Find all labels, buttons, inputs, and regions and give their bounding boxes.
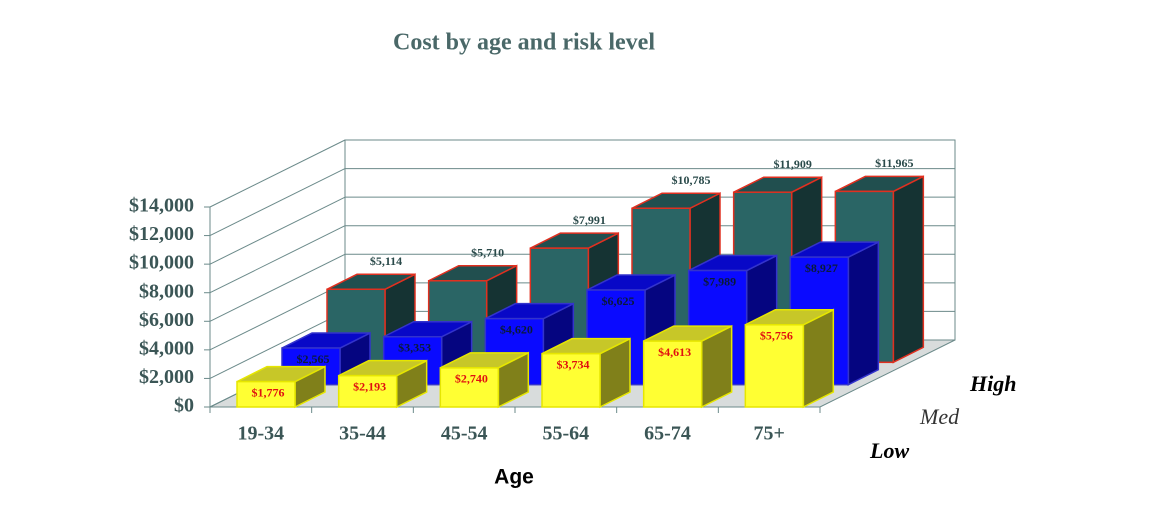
value-label: $2,565 [297, 352, 330, 366]
bar [337, 374, 398, 408]
series-label: Low [869, 438, 909, 463]
value-label: $4,613 [658, 345, 691, 359]
grid-line [209, 196, 346, 265]
grid-line [209, 168, 346, 237]
bar [642, 340, 703, 408]
value-label: $10,785 [672, 173, 711, 187]
value-label: $5,114 [370, 254, 402, 268]
grid-line [209, 225, 346, 294]
y-tick-label: $12,000 [129, 223, 194, 245]
x-tick-label: 75+ [753, 423, 784, 445]
value-label: $1,776 [252, 385, 285, 399]
y-tick-label: $10,000 [129, 252, 194, 274]
series-label: Med [919, 404, 960, 429]
value-label: $7,989 [703, 274, 736, 288]
x-tick-label: 35-44 [339, 423, 386, 445]
y-tick-label: $8,000 [139, 280, 194, 302]
y-tick-label: $14,000 [129, 195, 194, 217]
grid-line [209, 310, 346, 379]
value-label: $8,927 [805, 261, 838, 275]
bar [236, 380, 296, 408]
bar-side [802, 308, 835, 409]
y-tick-label: $0 [174, 395, 194, 417]
y-tick-label: $4,000 [139, 337, 194, 359]
y-tick-label: $2,000 [139, 366, 194, 388]
value-label: $11,909 [773, 157, 811, 171]
bar-side [892, 175, 925, 364]
value-label: $5,756 [760, 329, 793, 343]
y-tick-label: $6,000 [139, 309, 194, 331]
value-label: $5,710 [471, 246, 504, 260]
bar [744, 324, 805, 408]
bar [541, 352, 601, 408]
x-axis-title: Age [494, 466, 534, 489]
series-label: High [969, 371, 1016, 396]
bar [439, 367, 500, 408]
grid-line [209, 282, 346, 351]
bar-side [847, 240, 880, 386]
x-tick-label: 55-64 [542, 423, 589, 445]
value-label: $3,353 [398, 341, 431, 355]
grid-line [209, 253, 346, 322]
value-label: $2,193 [353, 379, 386, 393]
x-tick-label: 45-54 [441, 423, 488, 445]
value-label: $3,734 [557, 357, 590, 371]
value-label: $11,965 [875, 156, 913, 170]
chart-title: Cost by age and risk level [393, 30, 655, 56]
value-label: $6,625 [602, 294, 635, 308]
grid-line [209, 139, 346, 208]
x-tick-label: 19-34 [237, 423, 284, 445]
value-label: $7,991 [573, 213, 606, 227]
value-label: $4,620 [500, 322, 533, 336]
value-label: $2,740 [455, 372, 488, 386]
x-tick-label: 65-74 [644, 423, 691, 445]
